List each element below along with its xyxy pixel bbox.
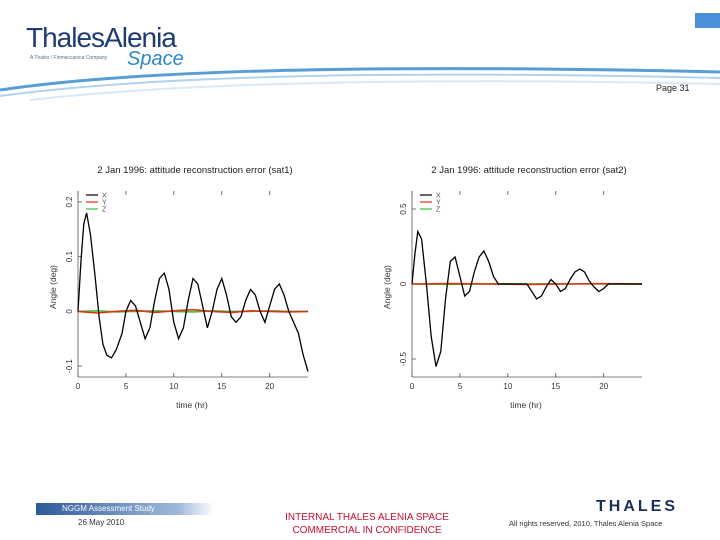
plot-area: 0 5 10 15 20 -0.5 0 0.5 XYZ (399, 191, 643, 391)
legend-label-z: Z (102, 207, 107, 214)
confidentiality-line-1: INTERNAL THALES ALENIA SPACE (285, 512, 449, 523)
footer-date: 26 May 2010 (78, 518, 125, 527)
y-tick-label: -0.5 (399, 352, 408, 366)
copyright-notice: All rights reserved, 2010, Thales Alenia… (509, 519, 663, 528)
chart-title: 2 Jan 1996: attitude reconstruction erro… (97, 165, 292, 176)
logo-sub-text: A Thales / Finmeccanica Company (30, 55, 108, 61)
confidentiality-line-2: COMMERCIAL IN CONFIDENCE (292, 525, 442, 536)
chart-sat1: 2 Jan 1996: attitude reconstruction erro… (48, 165, 309, 410)
legend-label-y: Y (102, 200, 107, 207)
x-axis-label: time (hr) (510, 400, 542, 410)
header-accent-bar (695, 13, 720, 28)
series-line-x (411, 229, 642, 367)
x-tick-label: 5 (458, 382, 463, 391)
x-tick-label: 20 (265, 382, 274, 391)
confidentiality-notice: INTERNAL THALES ALENIA SPACE COMMERCIAL … (262, 511, 472, 537)
y-tick-label: 0 (399, 281, 408, 286)
y-tick-label: 0.2 (65, 196, 74, 208)
thales-alenia-logo: ThalesAlenia A Thales / Finmeccanica Com… (26, 22, 196, 72)
x-tick-label: 5 (124, 382, 129, 391)
x-tick-label: 20 (599, 382, 608, 391)
chart-sat2: 2 Jan 1996: attitude reconstruction erro… (382, 165, 643, 410)
footer-study-name: NGGM Assessment Study (62, 504, 155, 513)
y-tick-label: 0.5 (399, 203, 408, 215)
y-tick-label: -0.1 (65, 359, 74, 373)
x-tick-label: 15 (217, 382, 226, 391)
page-number: Page 31 (656, 83, 690, 93)
logo-main-text: ThalesAlenia (26, 22, 177, 53)
chart-title: 2 Jan 1996: attitude reconstruction erro… (431, 165, 626, 176)
x-tick-label: 0 (76, 382, 81, 391)
series-line-x (77, 212, 309, 372)
logo-space-text: Space (127, 48, 184, 70)
legend-label-x: X (102, 193, 107, 200)
legend-label-y: Y (436, 200, 441, 207)
y-axis-label: Angle (deg) (48, 265, 58, 309)
x-tick-label: 10 (503, 382, 512, 391)
y-tick-label: 0.1 (65, 251, 74, 263)
x-tick-label: 0 (410, 382, 415, 391)
x-tick-label: 10 (169, 382, 178, 391)
y-axis-label: Angle (deg) (382, 265, 392, 309)
series-line-y (77, 308, 309, 314)
footer-study-bar (36, 503, 214, 515)
legend-label-x: X (436, 193, 441, 200)
x-axis-label: time (hr) (176, 400, 208, 410)
header-swoosh (0, 67, 720, 101)
legend-label-z: Z (436, 207, 441, 214)
y-tick-label: 0 (65, 309, 74, 314)
thales-logo: THALES (596, 498, 678, 515)
x-tick-label: 15 (551, 382, 560, 391)
